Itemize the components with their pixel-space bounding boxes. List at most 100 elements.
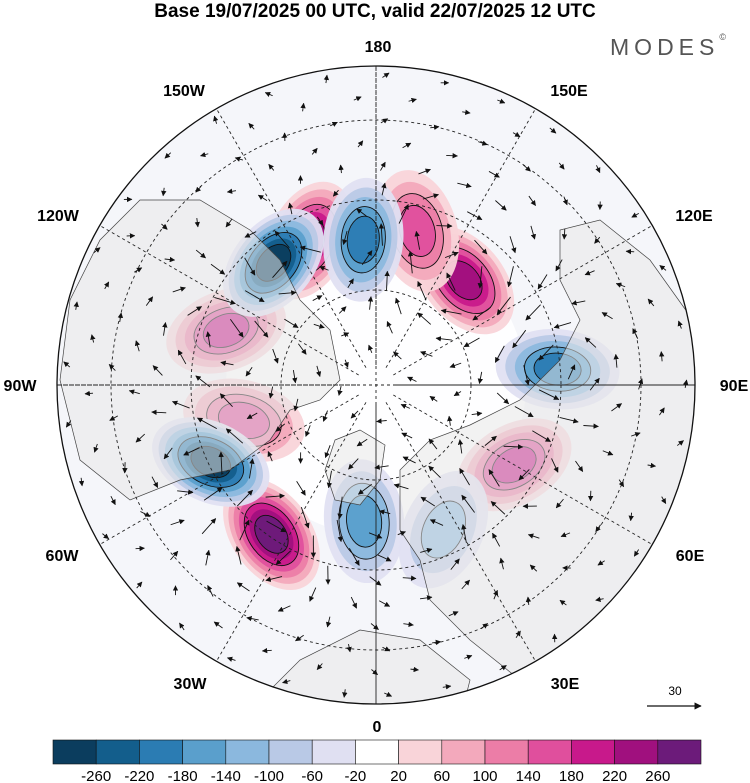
wind-vector [194, 218, 200, 228]
wind-vector [161, 187, 167, 197]
colorbar-tick-label: 20 [390, 768, 407, 783]
colorbar-swatch [571, 739, 615, 765]
wind-vector [555, 498, 564, 509]
colorbar-tick-label: -20 [345, 768, 367, 783]
wind-vector [525, 304, 541, 321]
wind-vector [337, 385, 343, 396]
lon-label-60e: 60E [676, 548, 705, 565]
colorbar-tick-label: -140 [211, 768, 241, 783]
wind-vector [553, 322, 572, 329]
wind-vector [205, 549, 211, 566]
wind-vector [461, 494, 475, 513]
wind-vector [195, 185, 202, 193]
colorbar-swatch [441, 739, 486, 765]
wind-vector [350, 410, 359, 419]
wind-vector [378, 600, 391, 607]
wind-vector [164, 256, 176, 263]
wind-vector [453, 390, 462, 397]
wind-vector [380, 118, 389, 124]
wind-vector [226, 656, 236, 662]
meridian-line [99, 394, 359, 545]
wind-vector [467, 211, 483, 220]
wind-vector [377, 554, 392, 562]
wind-vector [403, 621, 414, 628]
wind-vector [490, 501, 506, 515]
wind-vector [559, 416, 579, 424]
anomaly-contour-line [340, 206, 386, 274]
wind-vector [422, 193, 439, 200]
wind-vector [229, 318, 244, 338]
wind-vector [429, 519, 444, 526]
wind-vector [631, 432, 641, 438]
wind-vector [440, 308, 462, 315]
colorbar-swatch [398, 739, 443, 765]
colorbar-swatch [614, 739, 659, 765]
wind-vector [497, 98, 506, 104]
wind-vector [341, 332, 350, 338]
wind-vector [683, 379, 689, 388]
wind-vector [632, 328, 639, 339]
wind-vector [407, 376, 417, 382]
lon-label-60w: 60W [46, 548, 80, 565]
wind-vector [523, 365, 530, 386]
wind-vector [265, 576, 283, 582]
wind-vector [450, 558, 460, 570]
wind-vector [207, 584, 214, 597]
wind-vector [329, 121, 338, 127]
wind-vector [274, 230, 290, 249]
wind-vector [172, 286, 186, 293]
wind-vector [496, 296, 511, 315]
wind-vector [417, 280, 427, 301]
wind-vector [219, 393, 233, 408]
wind-vector [272, 348, 279, 364]
wind-vector [384, 691, 393, 697]
wind-vector [197, 417, 217, 430]
lon-label-150e: 150E [550, 83, 588, 100]
meridian-line [385, 402, 536, 662]
wind-vector [417, 312, 432, 325]
colorbar-swatch [225, 739, 270, 765]
wind-vector [538, 389, 560, 400]
wind-vector [78, 477, 85, 487]
wind-vector [446, 272, 456, 291]
wind-vector [342, 230, 348, 246]
meridian-line [99, 225, 359, 376]
wind-vector [472, 306, 491, 321]
wind-vector [163, 447, 173, 460]
wind-vector [109, 415, 119, 421]
meridian-line [393, 394, 653, 545]
colorbar-tick-label: 220 [602, 768, 627, 783]
colorbar-swatch [182, 739, 227, 765]
wind-vector [435, 336, 452, 342]
wind-vector [164, 152, 172, 159]
negative-anomaly-center [323, 177, 404, 302]
wind-vector [278, 290, 297, 296]
wind-vector [558, 162, 565, 170]
wind-vector [225, 428, 244, 444]
wind-vector [200, 151, 209, 158]
wind-vector [420, 547, 433, 554]
wind-vector [562, 196, 568, 206]
anomaly-contour-fill [254, 515, 289, 554]
lon-label-180: 180 [365, 39, 392, 56]
wind-vector [611, 403, 622, 412]
wind-vector [676, 440, 684, 446]
wind-vector [595, 165, 601, 174]
wind-vector [287, 202, 294, 215]
wind-vector [90, 334, 96, 343]
colorbar-tick-label: 140 [516, 768, 541, 783]
wind-vector [471, 411, 483, 417]
map-border [56, 65, 696, 705]
wind-vector [177, 349, 187, 365]
colorbar-tick-label: -180 [168, 768, 198, 783]
wind-vector [356, 438, 368, 447]
colorbar-tick-label: -100 [254, 768, 284, 783]
wind-vector [134, 340, 141, 352]
wind-vector [625, 248, 635, 255]
wind-vector [374, 464, 389, 470]
wind-vector [203, 487, 223, 501]
colorbar-tick-label: -60 [301, 768, 323, 783]
wind-vector [261, 647, 272, 654]
wind-vector [371, 669, 378, 676]
wind-vector [474, 239, 488, 255]
